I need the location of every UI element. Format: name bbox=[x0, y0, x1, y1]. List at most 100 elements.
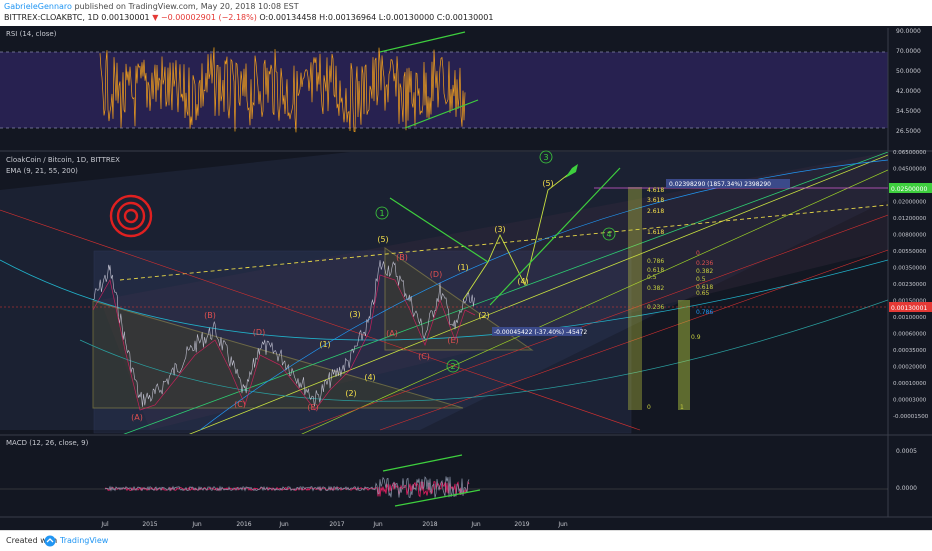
rsi-arrow-top bbox=[379, 31, 466, 53]
price-tick-label: 0.02000000 bbox=[893, 200, 927, 206]
price-series bbox=[92, 260, 476, 411]
measure-down-box: -0.00045422 (-37.40%) -45472 bbox=[492, 327, 587, 336]
chart-footer: Created with TradingView bbox=[0, 530, 932, 551]
ema-line bbox=[92, 274, 476, 411]
price-change: ▼ −0.00002901 (−2.18%) bbox=[152, 13, 257, 22]
fib-label-right: 0 bbox=[696, 250, 700, 257]
price-line bbox=[92, 260, 475, 407]
time-tick-label: 2017 bbox=[329, 521, 344, 528]
ema-indicator-title[interactable]: EMA (9, 21, 55, 200) bbox=[6, 167, 78, 175]
price-tick-label: 0.00010000 bbox=[893, 381, 927, 387]
chart-header: GabrieleGennaro published on TradingView… bbox=[0, 0, 932, 26]
chart-area[interactable]: (A) (B) (C) (D) (E) (A) (B) (C) (D) (E) (1) (2) (3) (… bbox=[0, 26, 932, 530]
macd-line bbox=[104, 476, 470, 499]
rsi-tick-label: 26.5000 bbox=[896, 128, 921, 135]
wave-label: (A) bbox=[386, 329, 398, 338]
ohlc-values: O:0.00134458 H:0.00136964 L:0.00130000 C… bbox=[259, 13, 494, 22]
price-tick-label: 0.06500000 bbox=[893, 150, 927, 156]
fib-label: 0.236 bbox=[647, 304, 664, 311]
wave-label: (A) bbox=[131, 413, 143, 422]
price-tick-label: 0.00150000 bbox=[893, 299, 927, 305]
rsi-tick-label: 90.0000 bbox=[896, 28, 921, 35]
wave-label: (B) bbox=[396, 253, 408, 262]
channel-blue bbox=[0, 152, 888, 430]
measure-up-bg bbox=[666, 179, 790, 188]
fib-label: 2.618 bbox=[647, 208, 664, 215]
wave-circle bbox=[602, 227, 616, 241]
wave-label: (D) bbox=[253, 328, 265, 337]
wave-label: 2 bbox=[450, 362, 455, 371]
price-tick-label: 0.04500000 bbox=[893, 167, 927, 173]
wave-projection bbox=[462, 172, 571, 301]
time-tick-label: 2018 bbox=[422, 521, 437, 528]
price-tick-label: -0.00001500 bbox=[893, 414, 929, 420]
fib-label-right: 0.786 bbox=[696, 309, 713, 316]
last-price-tag-text: 0.00130001 bbox=[891, 305, 927, 312]
price-tick-label: 0.00550000 bbox=[893, 249, 927, 255]
triangle-big bbox=[92, 300, 464, 409]
fib-label-right: 0.382 bbox=[696, 268, 713, 275]
wave-label: (D) bbox=[430, 270, 442, 279]
last-price: 0.00130001 bbox=[101, 13, 150, 22]
fib-label-right: 0.5 bbox=[696, 276, 706, 283]
price-tick-label: 0.00060000 bbox=[893, 332, 927, 338]
wave-label: 4 bbox=[606, 230, 611, 239]
trendline-yellow-1 bbox=[188, 154, 888, 434]
time-tick-label: Jun bbox=[372, 521, 383, 528]
time-tick-label: Jun bbox=[470, 521, 481, 528]
fib-label: 3.618 bbox=[647, 197, 664, 204]
arc-blue bbox=[199, 159, 888, 431]
fib-label: 0 bbox=[647, 404, 651, 411]
wave-label: (E) bbox=[307, 403, 318, 412]
target-price-tag-text: 0.02500000 bbox=[891, 186, 927, 193]
time-tick-label: Jul bbox=[100, 521, 109, 528]
wave-label: (C) bbox=[234, 400, 246, 409]
wave-label: (1) bbox=[457, 263, 468, 272]
author-link[interactable]: GabrieleGennaro bbox=[4, 2, 72, 11]
fib-label: 1.618 bbox=[647, 229, 664, 236]
main-pane-title[interactable]: CloakCoin / Bitcoin, 1D, BITTREX bbox=[6, 156, 120, 164]
time-tick-label: Jun bbox=[557, 521, 568, 528]
publish-info: published on TradingView.com, May 20, 20… bbox=[74, 2, 299, 11]
wave-circle bbox=[539, 150, 553, 164]
wave-label: (3) bbox=[349, 310, 360, 319]
trendline-red-3 bbox=[379, 249, 888, 431]
measure-up-box: 0.02398290 (1857.34%) 2398290 bbox=[666, 179, 790, 188]
trendline-red-1 bbox=[0, 209, 641, 431]
wave-circle bbox=[375, 206, 389, 220]
wave-circle bbox=[446, 359, 460, 373]
trendline-yellow-2 bbox=[301, 169, 888, 434]
fib-label-right: 0.618 bbox=[696, 284, 713, 291]
rsi-arrow-bottom bbox=[404, 99, 479, 129]
fib-zone-green bbox=[628, 187, 642, 410]
time-tick-label: 2016 bbox=[236, 521, 251, 528]
measure-down-bg bbox=[492, 327, 582, 336]
macd-pane-title[interactable]: MACD (12, 26, close, 9) bbox=[6, 439, 89, 447]
macd-tick-label: 0.0005 bbox=[896, 448, 917, 455]
wave-label: (2) bbox=[345, 389, 356, 398]
price-tick-label: 0.00350000 bbox=[893, 266, 927, 272]
wave-label: (3) bbox=[494, 225, 505, 234]
rsi-line bbox=[99, 47, 466, 133]
price-tick-label: 0.00035000 bbox=[893, 348, 927, 354]
wave-label: (5) bbox=[542, 179, 553, 188]
arrow-down-green bbox=[389, 197, 489, 263]
wave-label: (4) bbox=[517, 277, 528, 286]
tradingview-logo-icon bbox=[44, 535, 56, 547]
trendline-green-1 bbox=[123, 152, 888, 434]
target-price-tag-bg bbox=[889, 183, 932, 193]
wave-label: (4) bbox=[364, 373, 375, 382]
tradingview-brand-link[interactable]: TradingView bbox=[60, 536, 109, 545]
wave-label: 3 bbox=[543, 153, 548, 162]
wave-label: (C) bbox=[418, 352, 430, 361]
fib-label: 0.786 bbox=[647, 258, 664, 265]
fib-label: 0.9 bbox=[691, 334, 701, 341]
macd-tick-label: 0.0000 bbox=[896, 485, 917, 492]
rsi-pane-title[interactable]: RSI (14, close) bbox=[6, 30, 57, 38]
rsi-series bbox=[99, 47, 466, 133]
macd-series bbox=[0, 476, 888, 499]
cloak-logo-icon bbox=[109, 194, 153, 238]
time-tick-label: Jun bbox=[191, 521, 202, 528]
fib-zone-lime bbox=[678, 300, 690, 410]
created-with-text: Created with bbox=[6, 536, 58, 545]
